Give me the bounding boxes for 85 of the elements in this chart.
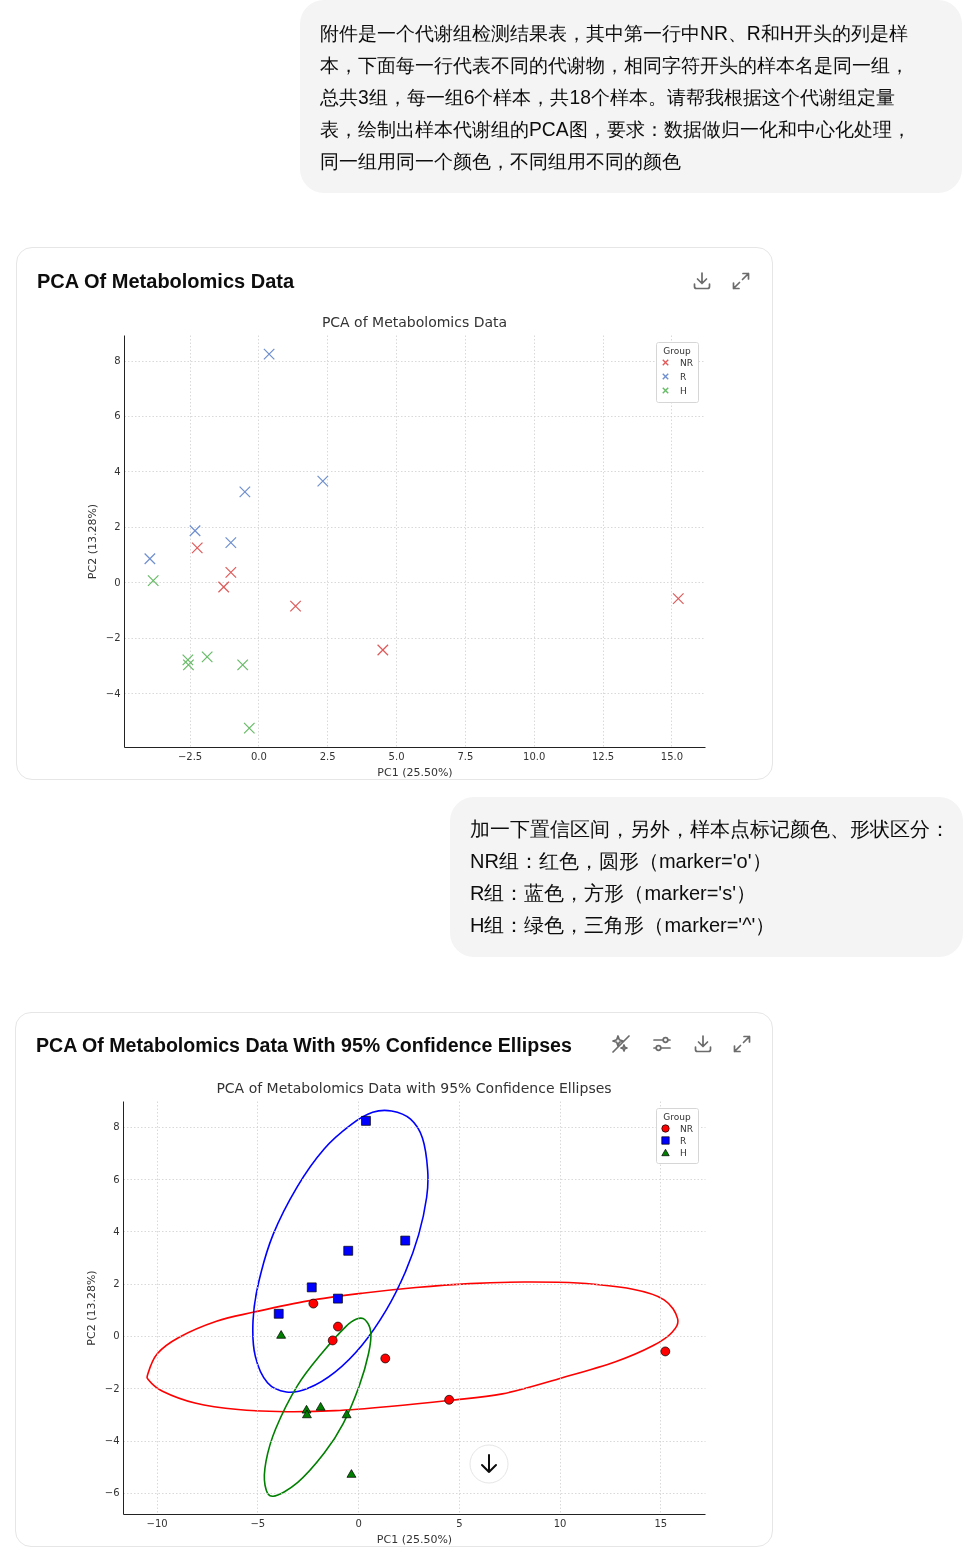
chart-title: PCA Of Metabolomics Data With 95% Confidence Ellipses <box>36 1033 572 1057</box>
point <box>224 536 237 549</box>
y-tick-label: 8 <box>113 355 120 367</box>
text: R组：蓝色，方形（marker='s'） <box>470 881 757 906</box>
x-tick-label: 7.5 <box>456 750 473 762</box>
point <box>289 600 301 612</box>
y-tick-label: 6 <box>113 1173 120 1185</box>
legend-label: NR <box>679 357 693 368</box>
chart-subtitle: PCA of Metabolomics Data <box>321 314 507 330</box>
point <box>671 592 684 605</box>
point <box>188 524 201 537</box>
point <box>316 475 329 487</box>
point <box>308 1298 319 1309</box>
point <box>200 651 213 663</box>
y-tick-label: −6 <box>104 1487 120 1499</box>
point <box>224 566 237 579</box>
legend-label: H <box>679 385 687 396</box>
text: H组：绿色，三角形（marker='^'） <box>470 913 777 938</box>
chart-title: PCA Of Metabolomics Data <box>37 269 295 293</box>
y-tick-label: 4 <box>113 1225 120 1237</box>
point <box>236 659 249 671</box>
point <box>238 486 251 498</box>
point <box>306 1282 317 1293</box>
x-tick-label: −5 <box>250 1517 266 1529</box>
text: 附件是一个代谢组检测结果表，其中第一行中NR、R和H开头的列是样本，下面每一行代表不同的代谢物，相同字符开头的样本名是同一组，总共3组，每一组6个样本，共18个样本。请帮我根据这个代谢组定量表，绘制出样本代谢组的PCA图，要求：数据做归一化和中心化处理，同一组用同一个颜色，不同组用不同的颜色 <box>320 22 912 174</box>
x-tick-label: 15.0 <box>660 750 683 762</box>
point <box>444 1394 454 1405</box>
x-axis-title: PC1 (25.50%) <box>376 1532 453 1546</box>
point <box>660 1346 671 1357</box>
y-tick-label: −2 <box>104 1382 120 1394</box>
point <box>333 1321 343 1332</box>
point <box>302 1409 312 1419</box>
point <box>343 1245 354 1256</box>
y-tick-label: 8 <box>113 1121 120 1133</box>
y-tick-label: 2 <box>113 521 120 533</box>
point <box>376 644 389 656</box>
y-tick-label: 2 <box>113 1278 120 1290</box>
y-tick-label: −4 <box>105 687 120 699</box>
y-tick-label: −2 <box>105 632 120 644</box>
x-tick-label: 15 <box>654 1517 668 1529</box>
point <box>143 552 156 565</box>
x-tick-label: 10 <box>553 1517 567 1529</box>
legend-title: Group <box>662 346 691 356</box>
legend-label: R <box>680 1135 687 1146</box>
x-tick-label: 10.0 <box>522 750 545 762</box>
point <box>276 1330 286 1339</box>
legend-label: R <box>679 371 686 382</box>
point <box>262 348 275 360</box>
point <box>327 1335 338 1346</box>
point <box>273 1308 284 1319</box>
text: NR组：红色，圆形（marker='o'） <box>470 849 773 874</box>
y-tick-label: 6 <box>113 410 120 422</box>
x-tick-label: 0 <box>355 1517 362 1529</box>
point <box>182 659 194 671</box>
text: 加一下置信区间，另外，样本点标记颜色、形状区分： <box>470 817 951 842</box>
point <box>181 654 194 666</box>
point <box>217 581 230 593</box>
x-tick-label: 0.0 <box>250 750 267 762</box>
x-tick-label: 12.5 <box>591 750 614 762</box>
x-tick-label: 5.0 <box>388 750 404 762</box>
point <box>146 574 159 587</box>
point <box>341 1409 352 1419</box>
x-axis-title: PC1 (25.50%) <box>376 765 453 779</box>
legend-label: NR <box>680 1123 693 1134</box>
x-tick-label: −10 <box>146 1517 168 1529</box>
point <box>400 1235 411 1246</box>
point <box>315 1402 326 1411</box>
y-axis-title: PC2 (13.28%) <box>85 503 99 580</box>
y-axis-title: PC2 (13.28%) <box>84 1270 98 1346</box>
y-tick-label: 4 <box>113 465 120 477</box>
point <box>346 1469 357 1478</box>
x-tick-label: −2.5 <box>177 750 202 762</box>
point <box>242 722 255 734</box>
point <box>380 1353 391 1364</box>
legend-title: Group <box>663 1112 691 1122</box>
legend-label: H <box>680 1147 687 1158</box>
x-tick-label: 5 <box>456 1517 463 1529</box>
point <box>333 1293 343 1304</box>
y-tick-label: 0 <box>113 1330 120 1342</box>
x-tick-label: 2.5 <box>319 750 336 762</box>
y-tick-label: −4 <box>104 1435 120 1447</box>
point <box>361 1116 371 1126</box>
y-tick-label: 0 <box>113 576 120 588</box>
chart-subtitle: PCA of Metabolomics Data with 95% Confidence Ellipses <box>216 1080 612 1096</box>
point <box>190 542 203 554</box>
